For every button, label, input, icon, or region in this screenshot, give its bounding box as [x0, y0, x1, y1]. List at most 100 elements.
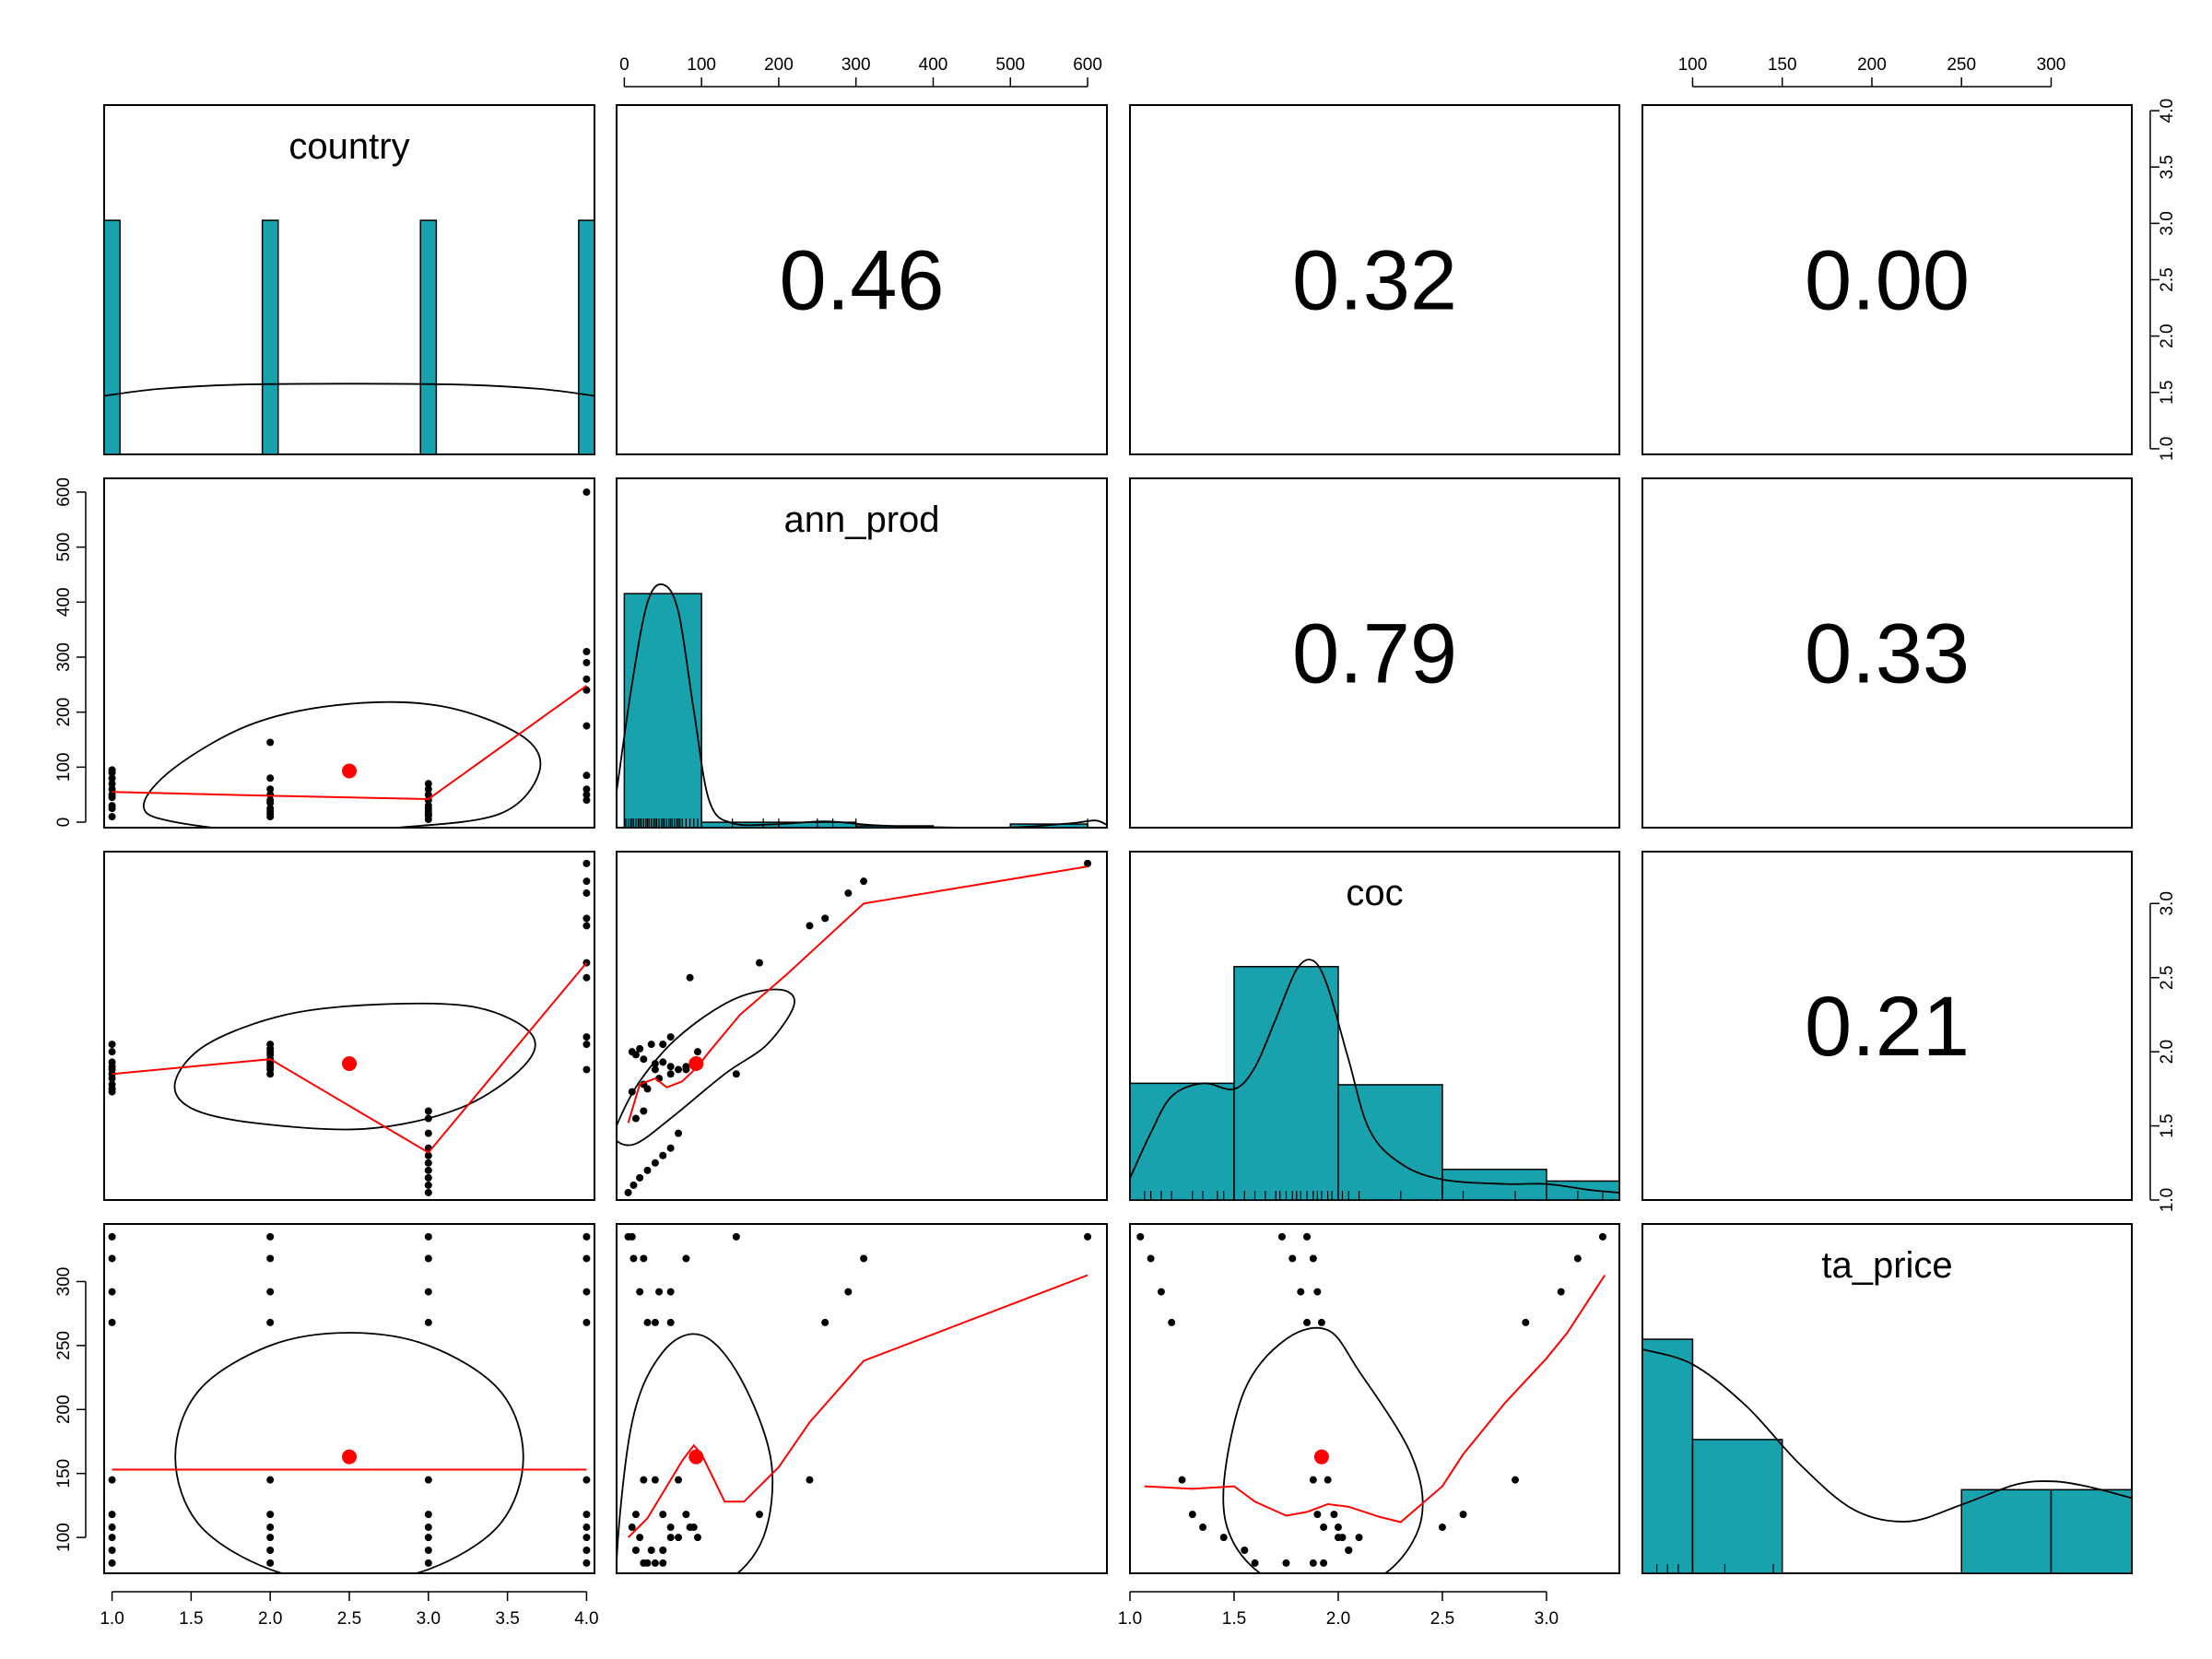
ellipse-1-2	[617, 988, 795, 1147]
point-1-3-29	[640, 1559, 648, 1567]
point-0-2-20	[424, 1188, 432, 1196]
left-tick-label-ann_prod-6: 600	[54, 477, 74, 507]
point-0-3-18	[266, 1547, 275, 1555]
point-0-1-19	[266, 791, 275, 799]
top-tick-label-ann_prod-5: 500	[995, 55, 1025, 75]
point-1-2-26	[666, 1144, 675, 1152]
point-1-3-5	[682, 1511, 690, 1519]
right-tick-label-coc-0: 1.0	[2158, 1188, 2177, 1212]
point-0-2-33	[582, 914, 591, 923]
panel-frame-3-2	[1129, 1223, 1620, 1574]
point-1-3-12	[666, 1288, 675, 1296]
point-0-1-17	[266, 807, 275, 816]
point-0-2-25	[424, 1151, 432, 1159]
point-0-3-32	[582, 1288, 591, 1296]
bottom-tick-label-coc-1: 1.5	[1222, 1609, 1246, 1629]
panel-frame-1-3	[1641, 477, 2133, 829]
point-0-2-30	[582, 859, 591, 867]
bottom-tick-label-country-1: 1.5	[179, 1609, 203, 1629]
point-0-1-30	[582, 488, 591, 496]
point-1-2-33	[821, 914, 830, 923]
point-1-2-12	[666, 1063, 675, 1071]
point-1-2-14	[640, 1055, 648, 1064]
hist-bar-coc-4	[1546, 1180, 1620, 1201]
point-0-3-37	[582, 1534, 591, 1542]
scatter-panel-0-3	[108, 1232, 591, 1573]
panel-frame-3-1	[616, 1223, 1108, 1574]
point-1-3-39	[651, 1559, 659, 1567]
point-0-3-8	[108, 1547, 116, 1555]
point-2-3-13	[1317, 1318, 1325, 1326]
top-tick-label-ta_price-0: 100	[1678, 55, 1708, 75]
point-0-2-22	[424, 1173, 432, 1182]
diag-label-ta_price: ta_price	[1821, 1245, 1952, 1286]
point-1-3-21	[629, 1254, 638, 1263]
point-0-2-8	[108, 1041, 116, 1049]
bottom-tick-label-coc-2: 2.0	[1326, 1609, 1350, 1629]
left-tick-label-ta_price-0: 100	[54, 1523, 74, 1552]
point-0-1-35	[582, 722, 591, 730]
point-0-2-24	[424, 1159, 432, 1167]
right-tick-label-country-4: 3.0	[2158, 211, 2177, 235]
point-0-1-18	[266, 799, 275, 807]
point-1-3-16	[628, 1524, 636, 1532]
correlation-1-2: 0.79	[1292, 607, 1457, 701]
point-0-1-36	[582, 771, 591, 780]
point-2-3-5	[1313, 1511, 1322, 1519]
correlation-0-1: 0.46	[779, 234, 944, 328]
point-0-3-33	[582, 1318, 591, 1326]
point-1-3-1	[640, 1254, 648, 1263]
point-0-2-34	[582, 922, 591, 930]
top-tick-label-ann_prod-0: 0	[619, 55, 629, 75]
point-2-3-26	[1199, 1524, 1207, 1532]
point-2-3-39	[1309, 1559, 1317, 1567]
hist-bar-ta_price-0	[1641, 1338, 1694, 1574]
bottom-tick-label-coc-4: 3.0	[1535, 1609, 1559, 1629]
point-1-3-37	[666, 1534, 675, 1542]
point-2-3-1	[1288, 1254, 1297, 1263]
top-tick-label-ann_prod-3: 300	[841, 55, 871, 75]
point-0-3-11	[266, 1254, 275, 1263]
point-0-1-5	[108, 774, 116, 782]
point-1-3-36	[686, 1524, 694, 1532]
point-2-3-34	[1512, 1476, 1520, 1484]
correlation-0-3: 0.00	[1805, 234, 1970, 328]
point-0-2-18	[266, 1041, 275, 1049]
right-tick-label-country-6: 4.0	[2158, 99, 2177, 123]
point-1-3-7	[693, 1534, 701, 1542]
point-0-3-30	[582, 1232, 591, 1241]
bottom-tick-label-country-2: 2.0	[258, 1609, 282, 1629]
point-2-3-20	[1136, 1232, 1145, 1241]
point-0-3-20	[424, 1232, 432, 1241]
point-0-2-37	[582, 1033, 591, 1041]
point-0-3-17	[266, 1534, 275, 1542]
point-1-3-23	[643, 1318, 652, 1326]
scatter-panel-1-3	[617, 1232, 1092, 1573]
centroid-0-1	[342, 763, 357, 779]
point-1-3-14	[640, 1476, 648, 1484]
point-1-2-16	[628, 1048, 636, 1056]
point-0-1-27	[424, 780, 432, 788]
point-2-3-9	[1282, 1559, 1290, 1567]
point-0-1-37	[582, 785, 591, 794]
point-0-3-0	[108, 1232, 116, 1241]
panel-frame-2-0	[103, 851, 595, 1201]
point-0-1-31	[582, 648, 591, 656]
point-0-3-34	[582, 1476, 591, 1484]
left-tick-label-ann_prod-1: 100	[54, 752, 74, 782]
point-2-3-21	[1147, 1254, 1155, 1263]
density-curve-country	[104, 382, 594, 397]
point-0-1-33	[582, 675, 591, 683]
density-curve-coc	[1130, 959, 1619, 1194]
point-0-3-3	[108, 1318, 116, 1326]
point-1-2-10	[732, 1070, 740, 1078]
point-2-3-32	[1557, 1288, 1565, 1296]
loess-line-0-1	[112, 685, 587, 801]
point-0-3-9	[108, 1559, 116, 1567]
left-tick-label-ta_price-1: 150	[54, 1459, 74, 1488]
centroid-1-3	[688, 1449, 704, 1465]
point-1-3-38	[659, 1547, 667, 1555]
point-0-2-31	[582, 877, 591, 886]
point-0-3-5	[108, 1511, 116, 1519]
